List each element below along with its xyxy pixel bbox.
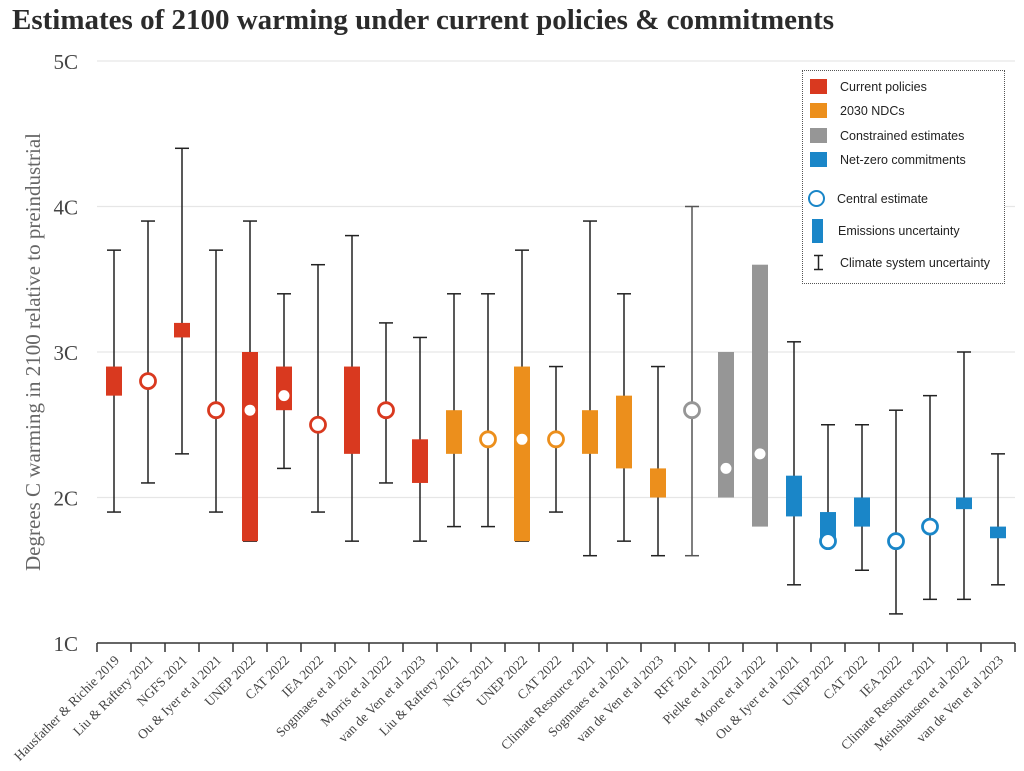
central-estimate-dot	[244, 404, 256, 416]
estimate-group	[887, 409, 905, 615]
y-tick-label: 2C	[53, 487, 78, 511]
emissions-uncertainty-bar	[106, 366, 122, 396]
legend-item-emissions-uncertainty: Emissions uncertainty	[803, 219, 960, 243]
estimate-group	[106, 249, 122, 513]
estimate-group	[309, 263, 327, 513]
y-tick-label: 3C	[53, 341, 78, 365]
emissions-uncertainty-bar	[242, 352, 258, 542]
y-tick-label: 5C	[53, 50, 78, 74]
estimate-marks	[106, 147, 1006, 615]
estimate-group	[819, 424, 837, 551]
central-estimate-circle	[207, 401, 225, 420]
central-estimate-circle	[683, 401, 701, 420]
emissions-uncertainty-bar	[956, 497, 972, 510]
legend-label: 2030 NDCs	[840, 103, 905, 118]
central-estimate-circle	[377, 401, 395, 420]
central-estimate-circle	[819, 532, 837, 551]
estimate-group	[786, 341, 802, 586]
y-axis: 1C 2C 3C 4C 5C	[53, 50, 78, 656]
emissions-uncertainty-bar	[412, 439, 428, 483]
error-bar-icon	[814, 254, 823, 271]
central-estimate-dot	[516, 433, 528, 445]
central-estimate-circle	[921, 517, 939, 536]
emissions-uncertainty-bar	[752, 264, 768, 527]
emissions-uncertainty-bar	[276, 366, 292, 411]
emissions-uncertainty-bar	[344, 366, 360, 454]
y-tick-label: 1C	[53, 632, 78, 656]
estimate-group	[139, 220, 157, 484]
central-estimate-circle	[887, 532, 905, 551]
net-zero-swatch	[810, 152, 827, 167]
ndcs-swatch	[810, 103, 827, 118]
estimate-group	[616, 293, 632, 542]
legend-label: Emissions uncertainty	[838, 224, 960, 238]
estimate-group	[514, 249, 530, 542]
emissions-uncertainty-bar	[446, 410, 462, 454]
emissions-uncertainty-bar	[718, 352, 734, 498]
estimate-group	[479, 293, 497, 528]
emissions-uncertainty-bar	[616, 395, 632, 469]
constrained-swatch	[810, 128, 827, 143]
estimate-group	[446, 293, 462, 528]
central-estimate-dot	[720, 462, 732, 474]
estimate-group	[207, 249, 225, 513]
estimate-group	[990, 453, 1006, 586]
estimate-group	[276, 293, 292, 470]
current-policies-swatch	[810, 79, 827, 94]
emissions-uncertainty-bar	[582, 410, 598, 454]
legend-item-current-policies: Current policies	[803, 79, 927, 94]
emissions-uncertainty-bar	[820, 512, 836, 539]
estimate-group	[683, 205, 701, 557]
emissions-uncertainty-bar	[650, 468, 666, 498]
bar-icon	[812, 219, 823, 243]
legend-item-2030-ndcs: 2030 NDCs	[803, 103, 905, 118]
central-estimate-circle	[309, 415, 327, 434]
legend-label: Net-zero commitments	[840, 152, 966, 167]
estimate-group	[752, 264, 768, 527]
central-estimate-dot	[278, 390, 290, 402]
emissions-uncertainty-bar	[174, 322, 190, 338]
estimate-group	[956, 351, 972, 601]
estimate-group	[650, 365, 666, 557]
central-estimate-circle	[547, 430, 565, 449]
estimate-group	[377, 322, 395, 484]
estimate-group	[582, 220, 598, 557]
central-estimate-circle	[479, 430, 497, 449]
estimate-group	[854, 424, 870, 571]
legend-label: Constrained estimates	[840, 128, 965, 143]
emissions-uncertainty-bar	[514, 366, 530, 542]
legend-label: Current policies	[840, 79, 927, 94]
estimate-group	[412, 336, 428, 542]
estimate-group	[344, 234, 360, 542]
legend-item-central-estimate: Central estimate	[803, 190, 928, 207]
circle-icon	[808, 190, 825, 207]
y-axis-label: Degrees C warming in 2100 relative to pr…	[21, 133, 45, 571]
legend-item-net-zero: Net-zero commitments	[803, 152, 966, 167]
estimate-group	[547, 365, 565, 513]
legend-item-climate-uncertainty: Climate system uncertainty	[803, 254, 990, 271]
estimate-group	[242, 220, 258, 542]
chart-title: Estimates of 2100 warming under current …	[12, 4, 835, 36]
y-tick-label: 4C	[53, 196, 78, 220]
central-estimate-circle	[139, 372, 157, 391]
emissions-uncertainty-bar	[786, 475, 802, 517]
estimate-group	[718, 352, 734, 498]
legend-label: Climate system uncertainty	[840, 255, 991, 270]
legend: Current policies 2030 NDCs Constrained e…	[802, 70, 1005, 284]
emissions-uncertainty-bar	[854, 497, 870, 527]
estimate-group	[174, 147, 190, 455]
central-estimate-dot	[754, 448, 766, 460]
estimate-group	[921, 394, 939, 601]
legend-item-constrained: Constrained estimates	[803, 128, 964, 143]
legend-label: Central estimate	[837, 191, 929, 206]
emissions-uncertainty-bar	[990, 526, 1006, 539]
